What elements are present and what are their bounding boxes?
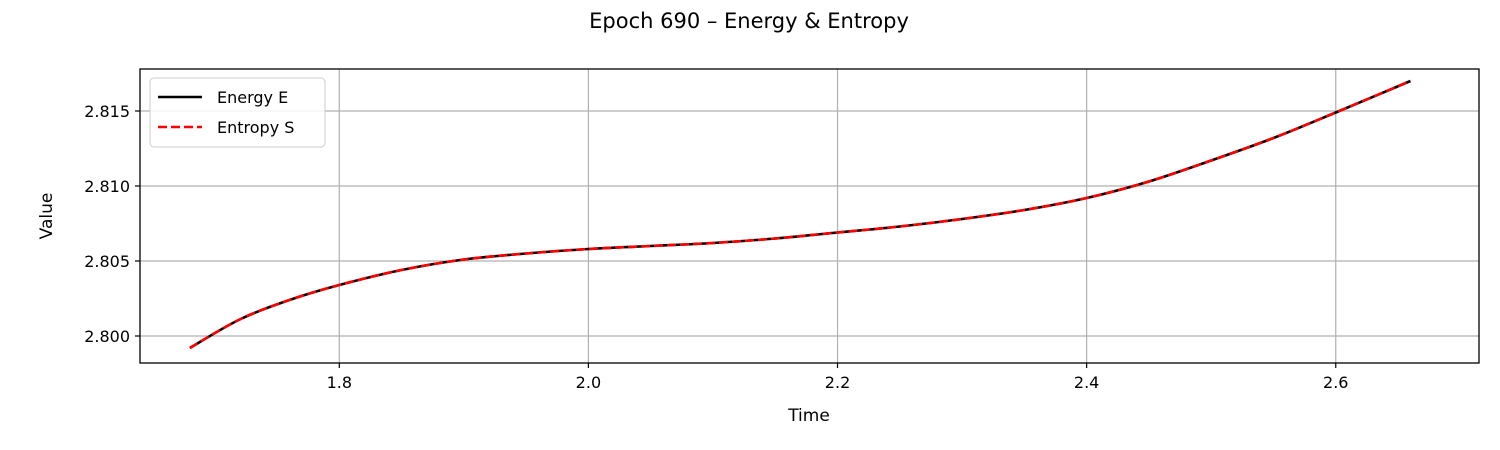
plot-frame [139, 68, 1480, 364]
legend-label-energy: Energy E [217, 88, 288, 107]
series-line-energy [189, 79, 1411, 350]
y-tick-label: 2.805 [84, 252, 130, 271]
x-tick-label: 2.4 [1074, 373, 1099, 392]
y-tick-label: 2.810 [84, 177, 130, 196]
axis-ticks: 1.8 2.0 2.2 2.4 2.6 2.800 2.805 2.810 2.815 [84, 102, 1348, 392]
grid [140, 69, 1479, 363]
y-tick-label: 2.800 [84, 327, 130, 346]
x-tick-label: 2.6 [1323, 373, 1348, 392]
x-axis-title: Time [787, 406, 830, 426]
legend-box [149, 77, 326, 148]
y-axis-title: Value [37, 193, 57, 240]
x-tick-label: 2.2 [825, 373, 850, 392]
x-tick-label: 2.0 [576, 373, 601, 392]
series-lines [189, 79, 1411, 350]
legend: Energy E Entropy S [149, 77, 326, 148]
series-line-entropy [189, 79, 1411, 350]
x-tick-label: 1.8 [327, 373, 352, 392]
chart-title: Epoch 690 – Energy & Entropy [589, 9, 909, 33]
y-tick-label: 2.815 [84, 102, 130, 121]
legend-label-entropy: Entropy S [217, 118, 294, 137]
